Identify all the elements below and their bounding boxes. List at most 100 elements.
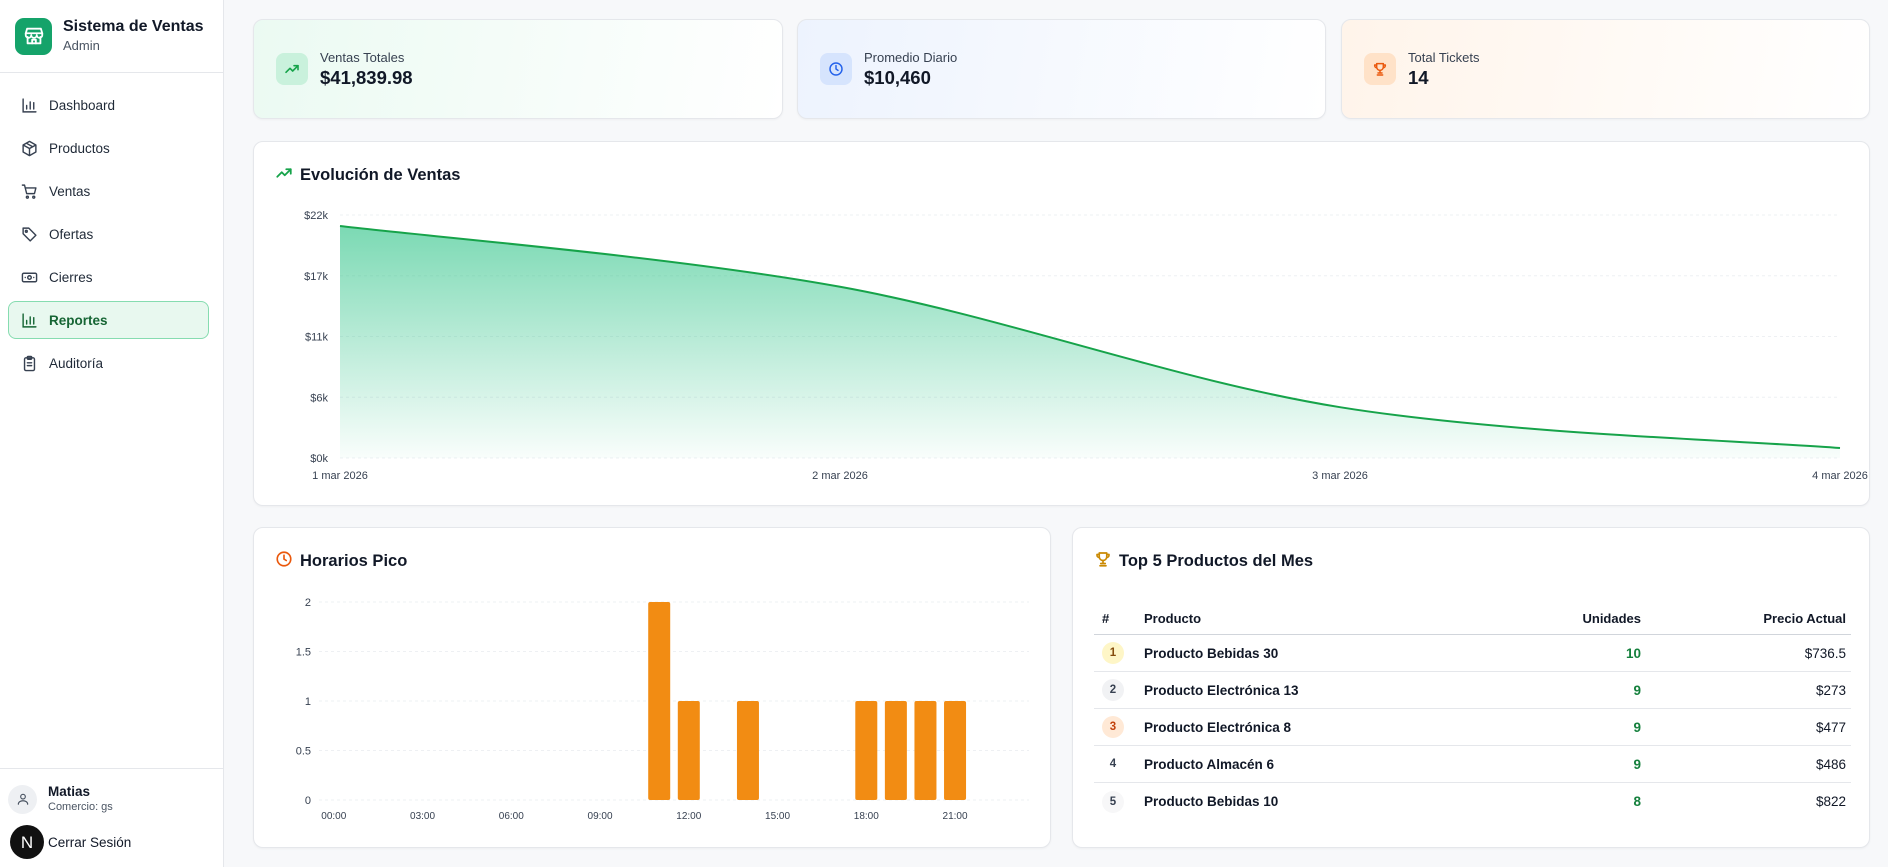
bar-2000: [914, 701, 937, 800]
y-tick-label: $22k: [304, 210, 328, 222]
logout-label: Cerrar Sesión: [48, 834, 132, 850]
sidebar-nav: Dashboard Productos Ventas Ofertas Cierr…: [8, 86, 209, 387]
stat-label: Promedio Diario: [864, 50, 958, 65]
user-icon: [8, 784, 37, 814]
sidebar-item-label: Auditoría: [49, 355, 104, 371]
header-price: Precio Actual: [1763, 611, 1846, 626]
x-tick-label: 1 mar 2026: [312, 470, 368, 482]
user-info: Matias Comercio: gs: [8, 783, 113, 815]
stat-label: Total Tickets: [1408, 50, 1480, 65]
sidebar-footer: Matias Comercio: gs N Cerrar Sesión: [0, 768, 223, 867]
table-row: 4 Producto Almacén 6 9 $486: [1094, 746, 1851, 783]
trophy-icon: [1364, 53, 1396, 85]
sidebar-item-ofertas[interactable]: Ofertas: [8, 215, 209, 253]
bar-1900: [884, 701, 907, 800]
rank-badge: 2: [1102, 679, 1124, 701]
sidebar-item-auditoria[interactable]: Auditoría: [8, 344, 209, 382]
evolucion-card: Evolución de Ventas $0k $6k $11k $17k $22k 1 …: [253, 141, 1870, 506]
bar-1100: [648, 602, 671, 800]
sidebar-item-label: Cierres: [49, 269, 93, 285]
user-name: Matias: [48, 784, 91, 799]
product-units: 9: [1633, 682, 1641, 698]
sidebar-item-label: Reportes: [49, 312, 108, 328]
bar-1200: [677, 701, 700, 800]
table-header: # Producto Unidades Precio Actual: [1094, 603, 1851, 635]
y-tick-label: 1: [305, 696, 311, 708]
x-tick-label: 4 mar 2026: [1812, 470, 1868, 482]
stat-value: 14: [1408, 67, 1429, 88]
product-units: 9: [1633, 719, 1641, 735]
package-icon: [20, 139, 38, 157]
evolucion-title: Evolución de Ventas: [300, 166, 461, 184]
product-units: 9: [1633, 756, 1641, 772]
trophy-icon: [1094, 550, 1112, 573]
bar-1400: [736, 701, 759, 800]
table-row: 3 Producto Electrónica 8 9 $477: [1094, 709, 1851, 746]
user-store: Comercio: gs: [48, 801, 113, 813]
app-title: Sistema de Ventas: [63, 18, 204, 35]
y-tick-label: 1.5: [296, 647, 311, 659]
bar-1800: [855, 701, 878, 800]
product-price: $486: [1815, 756, 1846, 772]
x-tick-label: 12:00: [676, 811, 701, 822]
x-tick-label: 18:00: [854, 811, 879, 822]
logout-badge-letter: N: [21, 833, 33, 852]
y-tick-label: $6k: [310, 392, 328, 404]
top5-table: # Producto Unidades Precio Actual 1 Prod…: [1094, 603, 1851, 820]
sidebar-item-label: Productos: [49, 140, 110, 156]
bar-chart-icon: [20, 96, 38, 114]
stat-value: $41,839.98: [320, 67, 413, 88]
trending-up-icon: [276, 53, 308, 85]
rank-badge: 4: [1109, 758, 1117, 770]
sidebar-item-label: Dashboard: [49, 97, 116, 113]
product-name: Producto Almacén 6: [1144, 756, 1275, 772]
sidebar-item-ventas[interactable]: Ventas: [8, 172, 209, 210]
logout-button[interactable]: N Cerrar Sesión: [10, 825, 131, 859]
horarios-title: Horarios Pico: [300, 552, 408, 570]
stat-card-ventas-totales: Ventas Totales $41,839.98: [253, 19, 783, 119]
top5-title: Top 5 Productos del Mes: [1119, 552, 1314, 570]
tag-icon: [20, 225, 38, 243]
product-name: Producto Electrónica 13: [1144, 682, 1299, 698]
x-tick-label: 03:00: [410, 811, 435, 822]
sidebar: Sistema de Ventas Admin Dashboard Produc…: [0, 0, 224, 867]
x-tick-label: 06:00: [499, 811, 524, 822]
rank-badge: 1: [1102, 642, 1124, 664]
table-row: 2 Producto Electrónica 13 9 $273: [1094, 672, 1851, 709]
stat-card-total-tickets: Total Tickets 14: [1341, 19, 1870, 119]
x-tick-label: 21:00: [943, 811, 968, 822]
product-name: Producto Bebidas 30: [1144, 645, 1279, 661]
header-units: Unidades: [1582, 611, 1641, 626]
product-name: Producto Electrónica 8: [1144, 719, 1292, 735]
stat-label: Ventas Totales: [320, 50, 405, 65]
clock-icon: [275, 550, 293, 573]
area-fill: [340, 226, 1840, 458]
sidebar-item-dashboard[interactable]: Dashboard: [8, 86, 209, 124]
sidebar-item-productos[interactable]: Productos: [8, 129, 209, 167]
rank-badge: 5: [1102, 790, 1124, 813]
x-tick-label: 00:00: [321, 811, 346, 822]
product-name: Producto Bebidas 10: [1144, 794, 1279, 809]
product-price: $822: [1815, 794, 1846, 809]
x-tick-label: 3 mar 2026: [1312, 470, 1368, 482]
y-tick-label: 0.5: [296, 746, 311, 758]
sidebar-item-cierres[interactable]: Cierres: [8, 258, 209, 296]
y-tick-label: $0k: [310, 453, 328, 465]
x-tick-label: 09:00: [588, 811, 613, 822]
header-rank: #: [1102, 611, 1110, 626]
y-tick-label: 0: [305, 795, 311, 807]
sidebar-item-reportes[interactable]: Reportes: [8, 301, 209, 339]
app-role: Admin: [63, 38, 100, 53]
brand: Sistema de Ventas Admin: [0, 0, 223, 73]
banknote-icon: [20, 268, 38, 286]
top5-card: Top 5 Productos del Mes # Producto Unida…: [1072, 527, 1870, 848]
sidebar-item-label: Ventas: [49, 183, 91, 199]
x-tick-label: 2 mar 2026: [812, 470, 868, 482]
store-icon: [15, 17, 52, 55]
product-units: 10: [1625, 645, 1641, 661]
y-tick-label: $17k: [304, 271, 328, 283]
product-price: $736.5: [1804, 645, 1846, 661]
header-product: Producto: [1144, 611, 1202, 626]
clipboard-icon: [20, 354, 38, 372]
next-logo-icon: N: [10, 825, 44, 859]
